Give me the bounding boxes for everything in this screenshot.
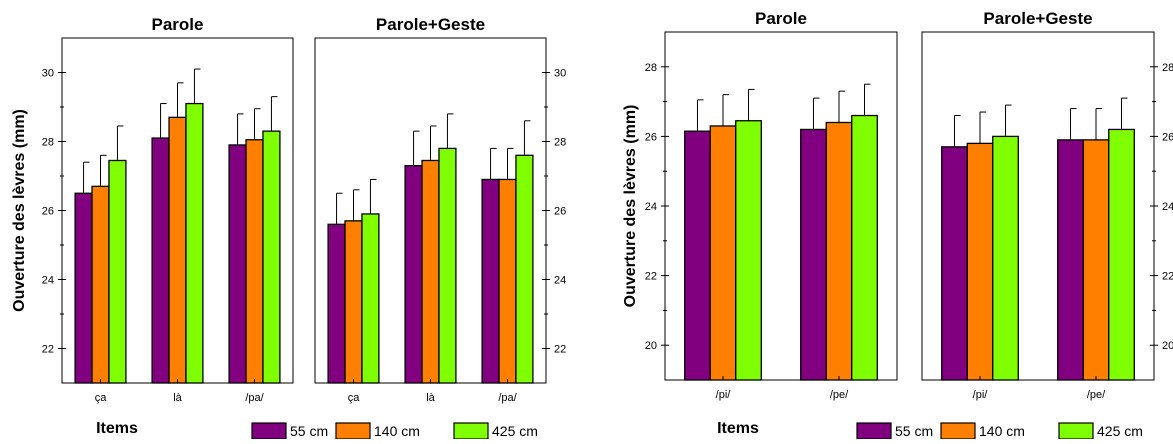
legend-swatch [335, 422, 371, 440]
y-tick-label: 26 [554, 206, 566, 218]
legend-entry: 140 cm [979, 423, 1025, 439]
plot-frame [314, 37, 547, 384]
bar [168, 116, 187, 384]
y-tick-label: 22 [1162, 271, 1173, 283]
legend-entry: 140 cm [374, 423, 420, 439]
legend-entry: 425 cm [492, 423, 538, 439]
bar [327, 223, 346, 384]
x-tick-label: là [426, 392, 435, 404]
chart-title: Parole+Geste [376, 15, 485, 34]
x-axis-label: Items [717, 420, 759, 437]
y-tick-label: 24 [554, 275, 566, 287]
bar [438, 147, 457, 384]
bar [992, 135, 1019, 381]
chart-panel-0: ça là/pa/22 24 26 28 30 Parole Ouverture des lè… [11, 15, 294, 404]
plot-frame [61, 37, 294, 384]
chart-panel-2: /pi/ /pe/20 22 24 26 28 Parole Ouverture des lè… [622, 9, 898, 401]
legend-entry: 425 cm [1097, 423, 1143, 439]
plot-frame [921, 31, 1155, 381]
chart-panel-1: ça là/pa/22 24 26 28 30 Parole+Geste [314, 15, 566, 404]
legend-swatch [251, 422, 287, 440]
y-tick-label: 20 [645, 340, 657, 352]
y-tick-label: 24 [645, 201, 657, 213]
bar [684, 130, 711, 381]
bar [825, 121, 853, 381]
bar [481, 178, 500, 384]
bar [361, 213, 380, 384]
bar [108, 159, 127, 384]
x-tick-label: là [173, 392, 182, 404]
x-tick-label: ça [348, 392, 361, 404]
x-axis-label: Items [96, 420, 138, 437]
legend-swatch [453, 422, 489, 440]
bar [735, 120, 762, 381]
y-tick-label: 30 [554, 68, 566, 80]
bar [966, 142, 994, 381]
bar [404, 164, 423, 384]
y-tick-label: 28 [42, 137, 54, 149]
x-tick-label: ça [95, 392, 108, 404]
y-axis-label: Ouverture des lèvres (mm) [622, 105, 639, 308]
bar [262, 130, 281, 384]
x-tick-label: /pe/ [1087, 389, 1106, 401]
bar [941, 146, 968, 381]
y-tick-label: 22 [645, 271, 657, 283]
y-tick-label: 20 [1162, 340, 1173, 352]
legend: 55 cm 140 cm 425 cm [251, 422, 538, 440]
bar [498, 178, 517, 384]
y-tick-label: 26 [645, 131, 657, 143]
bar [151, 137, 170, 384]
legend-swatch [940, 422, 976, 440]
bar [800, 128, 827, 381]
y-tick-label: 26 [1162, 131, 1173, 143]
bar [1082, 139, 1110, 381]
bar [1108, 128, 1135, 381]
bar [851, 114, 878, 381]
y-axis-label: Ouverture des lèvres (mm) [11, 109, 28, 312]
bar [344, 220, 363, 384]
bar [709, 125, 737, 381]
y-tick-label: 28 [1162, 62, 1173, 74]
x-tick-label: /pa/ [245, 392, 264, 404]
chart-title: Parole [755, 9, 807, 28]
y-tick-label: 26 [42, 206, 54, 218]
x-tick-label: /pe/ [830, 389, 849, 401]
legend-swatch [856, 422, 892, 440]
y-tick-label: 22 [554, 344, 566, 356]
y-tick-label: 24 [1162, 201, 1173, 213]
bar [515, 154, 534, 384]
legend-swatch [1058, 422, 1094, 440]
legend-entry: 55 cm [895, 423, 933, 439]
legend-entry: 55 cm [290, 423, 328, 439]
y-tick-label: 28 [645, 62, 657, 74]
x-tick-label: /pa/ [498, 392, 517, 404]
chart-title: Parole [152, 15, 204, 34]
bar [228, 144, 247, 384]
y-tick-label: 22 [42, 344, 54, 356]
y-tick-label: 28 [554, 137, 566, 149]
bar [91, 185, 110, 384]
y-tick-label: 30 [42, 68, 54, 80]
bar [74, 192, 93, 384]
chart-title: Parole+Geste [983, 9, 1092, 28]
bar [421, 159, 440, 384]
y-tick-label: 24 [42, 275, 54, 287]
bar [1057, 139, 1084, 381]
bar [185, 102, 204, 384]
bar [245, 139, 264, 384]
x-tick-label: /pi/ [716, 389, 732, 401]
x-tick-label: /pi/ [973, 389, 989, 401]
plot-frame [664, 31, 898, 381]
chart-panel-3: /pi/ /pe/20 22 24 26 28 Parole+Geste [921, 9, 1173, 401]
legend: 55 cm 140 cm 425 cm [856, 422, 1143, 440]
